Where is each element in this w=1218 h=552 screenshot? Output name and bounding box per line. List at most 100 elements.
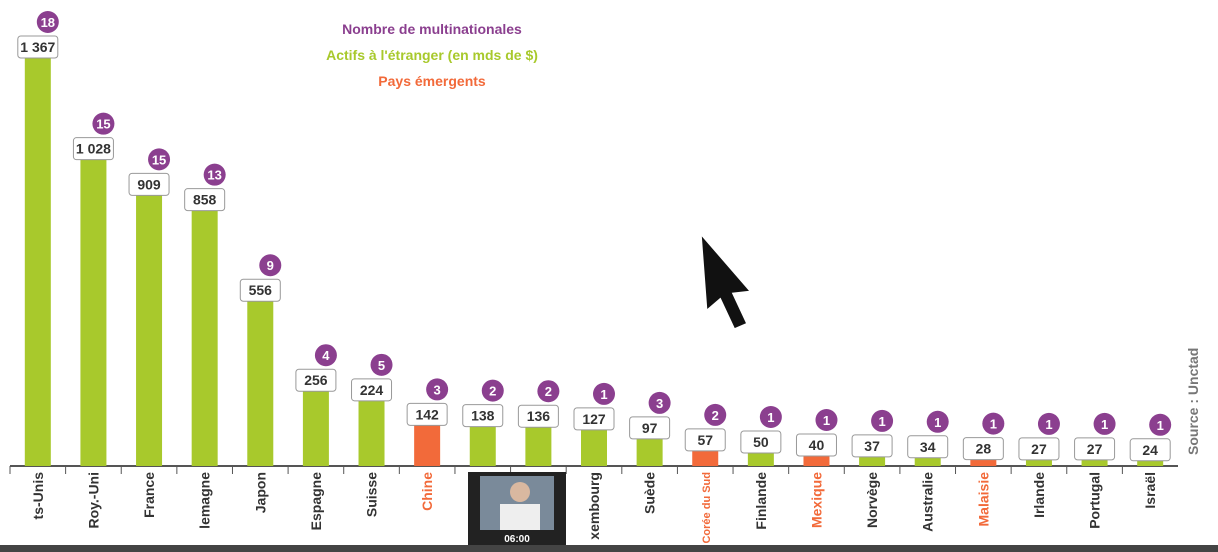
count-bubble (926, 410, 949, 433)
count-label: 1 (1157, 418, 1164, 433)
value-label: 34 (920, 439, 936, 455)
value-label: 142 (415, 406, 439, 422)
value-label: 909 (137, 176, 161, 192)
count-bubble (370, 353, 393, 376)
x-tick-label: Suisse (364, 472, 380, 517)
count-bubble (1037, 412, 1060, 435)
count-bubble (1149, 413, 1172, 436)
count-label: 15 (96, 117, 110, 132)
video-thumbnail[interactable]: 06:00 (468, 472, 566, 546)
player-bar (0, 545, 1218, 552)
value-label: 127 (582, 411, 606, 427)
count-label: 3 (656, 396, 663, 411)
x-tick-label: France (141, 472, 157, 518)
value-label: 57 (697, 432, 713, 448)
x-tick-label: Irlande (1031, 472, 1047, 518)
value-label: 37 (864, 438, 880, 454)
count-bubble (314, 344, 337, 367)
count-bubble (593, 382, 615, 405)
value-label: 50 (753, 434, 769, 450)
value-label: 27 (1031, 441, 1047, 457)
thumbnail-body (500, 504, 540, 530)
bar (525, 425, 552, 466)
value-label-box (573, 407, 615, 431)
count-label: 1 (1101, 417, 1108, 432)
mouse-cursor (698, 227, 756, 332)
count-bubble (426, 378, 449, 401)
video-time: 06:00 (504, 534, 530, 545)
value-label-box (295, 368, 337, 392)
value-label-box (406, 402, 448, 426)
count-bubble (704, 403, 727, 426)
bar (636, 436, 663, 466)
thumbnail-face (510, 482, 530, 502)
value-label-box (462, 404, 504, 428)
count-bubble (203, 163, 226, 186)
value-label-box (128, 172, 170, 196)
bar (358, 398, 385, 466)
bar (747, 451, 774, 466)
legend-assets: Actifs à l'étranger (en mds de $) (326, 47, 538, 63)
value-label: 1 028 (76, 141, 111, 157)
count-label: 1 (600, 387, 607, 402)
count-bubble (481, 379, 504, 402)
count-label: 1 (934, 415, 941, 430)
value-label-box (907, 435, 949, 459)
x-tick-label: Suède (642, 472, 658, 514)
x-tick-label: Japon (252, 472, 268, 513)
count-bubble (759, 406, 782, 429)
value-label-box (1018, 437, 1060, 461)
source: Source : Unctad (1185, 348, 1201, 455)
x-tick-label: lemagne (197, 472, 213, 529)
count-bubble (871, 409, 894, 432)
count-bubble (815, 409, 838, 432)
x-tick-label: Israël (1142, 472, 1158, 509)
count-bubble (648, 391, 671, 414)
count-bubble (537, 380, 560, 403)
x-tick-label: Finlande (753, 472, 769, 530)
bar (914, 455, 941, 466)
count-label: 18 (41, 15, 55, 30)
x-tick-label: Chine (419, 472, 435, 511)
bar (970, 457, 997, 466)
legend-count: Nombre de multinationales (342, 21, 522, 37)
value-label-box (851, 434, 893, 458)
legend-emerging: Pays émergents (378, 73, 486, 89)
count-label: 9 (267, 258, 274, 273)
bar (692, 448, 719, 466)
bar (859, 454, 886, 466)
value-label-box (740, 430, 782, 454)
count-label: 2 (489, 384, 496, 399)
count-label: 4 (322, 348, 330, 363)
count-label: 1 (878, 414, 885, 429)
count-bubble (982, 412, 1005, 435)
bar (24, 56, 51, 466)
count-label: 1 (823, 413, 830, 428)
bar (191, 208, 218, 466)
count-label: 1 (1045, 417, 1052, 432)
value-label: 1 367 (20, 39, 55, 55)
value-label-box (517, 404, 559, 428)
bar (1137, 458, 1164, 466)
value-label: 556 (249, 282, 273, 298)
x-tick-label: Australie (920, 472, 936, 532)
bar (803, 454, 830, 466)
count-label: 13 (207, 168, 221, 183)
x-tick-label: Malaisie (975, 472, 991, 527)
value-label-box (795, 433, 837, 457)
value-label-box (1074, 437, 1116, 461)
bar (469, 424, 496, 466)
value-label: 28 (976, 441, 992, 457)
bar (80, 157, 107, 466)
count-bubble (1093, 412, 1116, 435)
count-label: 2 (545, 384, 552, 399)
value-label: 97 (642, 420, 658, 436)
value-label: 256 (304, 372, 328, 388)
bar (136, 193, 163, 466)
value-label-box (1129, 438, 1171, 462)
x-tick-label: Mexique (808, 472, 824, 528)
count-label: 2 (712, 408, 719, 423)
value-label-box (351, 378, 393, 402)
value-label: 136 (527, 408, 551, 424)
